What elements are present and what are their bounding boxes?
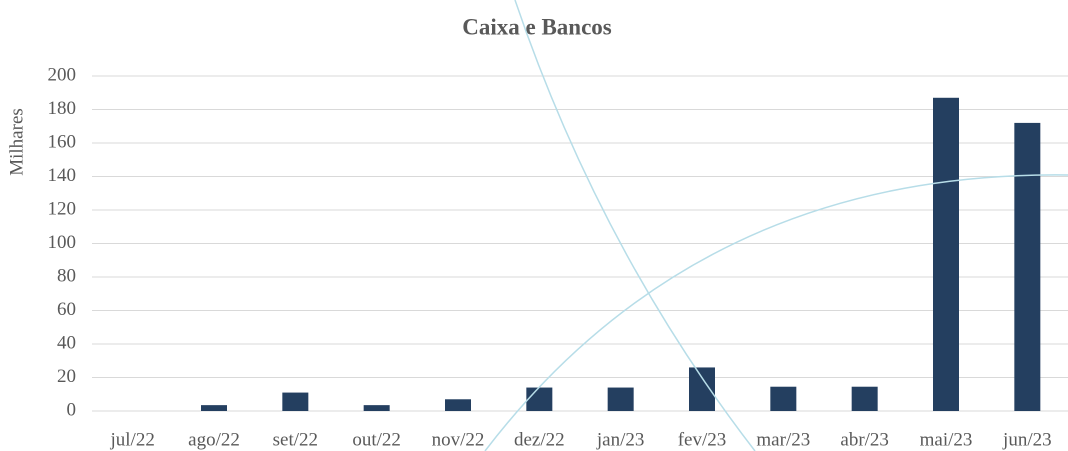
x-tick-label: jun/23 (1002, 429, 1052, 450)
decoration-curve (484, 174, 1068, 451)
y-axis-label: Milhares (6, 108, 27, 176)
x-tick-label: mai/23 (920, 429, 973, 450)
bar (933, 97, 959, 412)
x-tick-label: nov/22 (432, 429, 485, 450)
y-tick-label: 120 (48, 198, 77, 219)
y-tick-label: 160 (48, 131, 77, 152)
y-tick-label: 80 (57, 265, 76, 286)
bar (851, 386, 878, 411)
x-tick-label: set/22 (273, 429, 318, 450)
y-tick-label: 20 (57, 366, 76, 387)
y-tick-label: 40 (57, 332, 76, 353)
x-tick-label: jan/23 (596, 429, 645, 450)
bar (201, 405, 227, 411)
y-tick-label: 60 (57, 299, 76, 320)
bar (526, 387, 553, 411)
x-tick-label: ago/22 (188, 429, 240, 450)
chart-title: Caixa e Bancos (462, 14, 612, 39)
bar (1014, 122, 1041, 412)
x-tick-label: jul/22 (109, 429, 154, 450)
y-tick-label: 200 (48, 64, 77, 85)
y-tick-label: 100 (48, 232, 77, 253)
plot-area: 0 20 40 60 80 100 120 140 160 180 200 jul/22 ago/22 s… (48, 64, 1068, 450)
y-tick-label: 0 (67, 399, 77, 420)
x-tick-label: fev/23 (678, 429, 727, 450)
bar (607, 387, 634, 411)
bar (282, 392, 309, 411)
x-tick-label: mar/23 (756, 429, 810, 450)
bar (445, 399, 471, 411)
decoration-curve (514, 0, 756, 451)
y-tick-label: 140 (48, 165, 77, 186)
x-tick-label: out/22 (352, 429, 401, 450)
x-tick-label: dez/22 (514, 429, 565, 450)
bar (770, 386, 797, 411)
bar (363, 405, 390, 411)
y-tick-label: 180 (48, 98, 77, 119)
bar (689, 367, 715, 411)
x-tick-label: abr/23 (840, 429, 889, 450)
